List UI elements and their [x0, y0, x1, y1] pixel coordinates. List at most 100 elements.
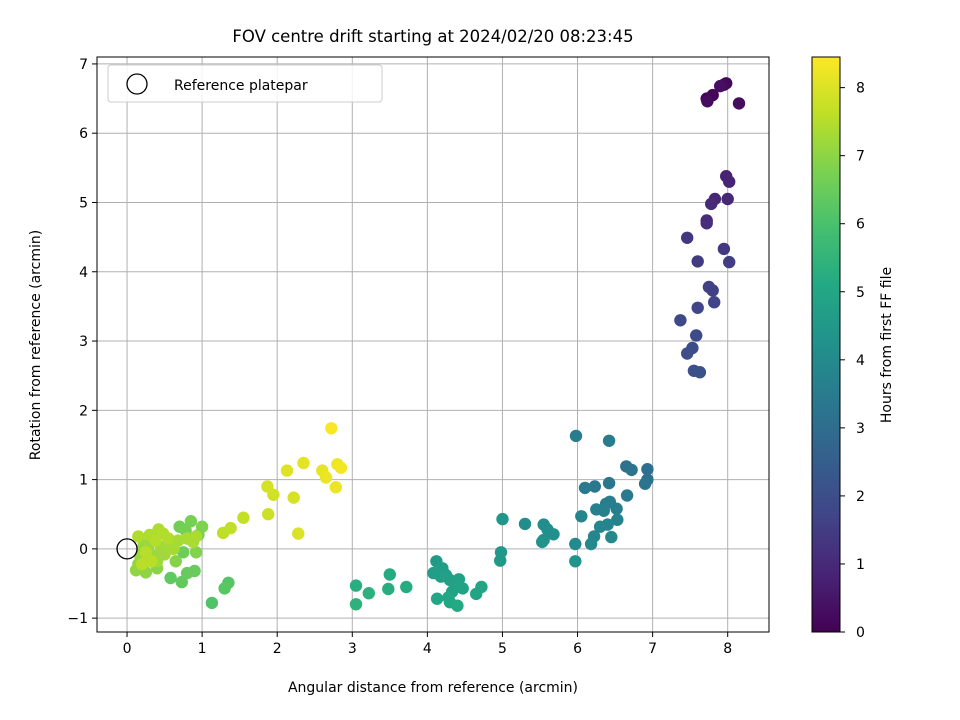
colorbar-tick-label: 8: [856, 81, 865, 97]
data-point: [691, 255, 704, 268]
data-point: [451, 599, 464, 612]
data-point: [625, 463, 638, 477]
data-point: [144, 555, 158, 568]
colorbar-tick-label: 3: [856, 421, 865, 437]
y-axis-label: Rotation from reference (arcmin): [28, 230, 44, 460]
data-point: [708, 296, 721, 309]
data-point: [706, 284, 719, 297]
data-point: [334, 461, 348, 474]
x-tick-label: 3: [348, 641, 357, 657]
data-point: [189, 546, 203, 559]
data-point: [701, 95, 714, 108]
data-point: [690, 329, 703, 342]
data-point: [569, 429, 583, 443]
data-point: [620, 489, 634, 502]
x-tick-label: 5: [498, 641, 507, 657]
data-point: [536, 535, 549, 549]
data-point: [723, 255, 736, 269]
data-point: [470, 587, 483, 601]
data-point: [494, 554, 507, 567]
points-layer: [116, 77, 746, 612]
data-point: [693, 366, 707, 379]
data-point: [184, 515, 198, 528]
x-tick-label: 4: [423, 641, 432, 657]
data-point: [638, 477, 652, 490]
data-point: [224, 521, 237, 535]
data-point: [287, 491, 300, 504]
y-ticks: −1 0 1 2 3 4 5 6 7: [67, 57, 97, 627]
data-point: [717, 242, 731, 256]
data-point: [292, 527, 305, 540]
data-point: [700, 217, 713, 230]
data-point: [681, 231, 694, 244]
data-point: [496, 512, 509, 526]
data-point: [681, 347, 694, 360]
y-tick-label: 3: [79, 334, 88, 350]
data-point: [262, 508, 275, 521]
x-axis-label: Angular distance from reference (arcmin): [288, 680, 578, 696]
data-point: [605, 530, 618, 544]
data-point: [218, 582, 231, 595]
data-point: [456, 582, 469, 595]
x-ticks: 0 1 2 3 4 5 6 7 8: [123, 632, 732, 657]
data-point: [588, 480, 601, 493]
data-point: [597, 504, 610, 517]
data-point: [400, 580, 413, 594]
legend-box: [107, 64, 383, 103]
data-point: [518, 517, 532, 531]
plot-area-frame: [96, 56, 770, 633]
colorbar-tick-label: 5: [856, 285, 865, 301]
grid-lines: [97, 57, 769, 632]
colorbar: 0 1 2 3 4 5 6 7 8 Hours from first FF file: [811, 56, 895, 641]
data-point: [641, 463, 654, 476]
data-point: [547, 528, 560, 541]
data-point: [602, 434, 616, 447]
y-tick-label: 2: [79, 403, 88, 419]
data-point: [569, 537, 582, 551]
x-tick-label: 8: [723, 641, 732, 657]
colorbar-tick-label: 2: [856, 489, 865, 505]
y-tick-label: 5: [79, 195, 88, 211]
colorbar-tick-label: 1: [856, 557, 865, 573]
data-point: [164, 571, 177, 585]
data-point: [319, 471, 333, 484]
x-tick-label: 1: [198, 641, 207, 657]
legend-reference-label: Reference platepar: [174, 78, 308, 94]
data-point: [169, 555, 182, 568]
y-tick-label: 4: [79, 265, 88, 281]
data-point: [714, 79, 727, 93]
data-point: [723, 175, 736, 188]
data-point: [349, 579, 363, 592]
x-tick-label: 7: [648, 641, 657, 657]
data-point: [691, 301, 704, 314]
x-tick-label: 6: [573, 641, 582, 657]
colorbar-tick-label: 7: [856, 149, 865, 165]
chart-title: FOV centre drift starting at 2024/02/20 …: [232, 27, 633, 46]
y-tick-label: 0: [79, 542, 88, 558]
data-point: [177, 546, 190, 559]
data-point: [593, 520, 607, 533]
data-point: [602, 476, 616, 490]
data-point: [325, 422, 338, 435]
data-point: [578, 481, 592, 495]
data-point: [705, 197, 718, 211]
data-point: [674, 314, 687, 327]
data-point: [132, 530, 145, 543]
data-point: [611, 513, 624, 526]
data-point: [610, 502, 623, 515]
data-point: [280, 464, 294, 477]
x-tick-label: 0: [123, 641, 132, 657]
data-point: [584, 537, 598, 551]
data-point: [139, 546, 152, 559]
data-point: [362, 587, 375, 600]
data-point: [175, 575, 188, 589]
y-tick-label: 7: [79, 57, 88, 73]
data-point: [237, 511, 250, 524]
y-tick-label: 1: [79, 473, 88, 489]
colorbar-tick-label: 0: [856, 625, 865, 641]
data-point: [430, 592, 444, 605]
legend-reference-marker: [126, 73, 148, 95]
colorbar-gradient: [811, 56, 841, 633]
data-point: [383, 568, 396, 581]
